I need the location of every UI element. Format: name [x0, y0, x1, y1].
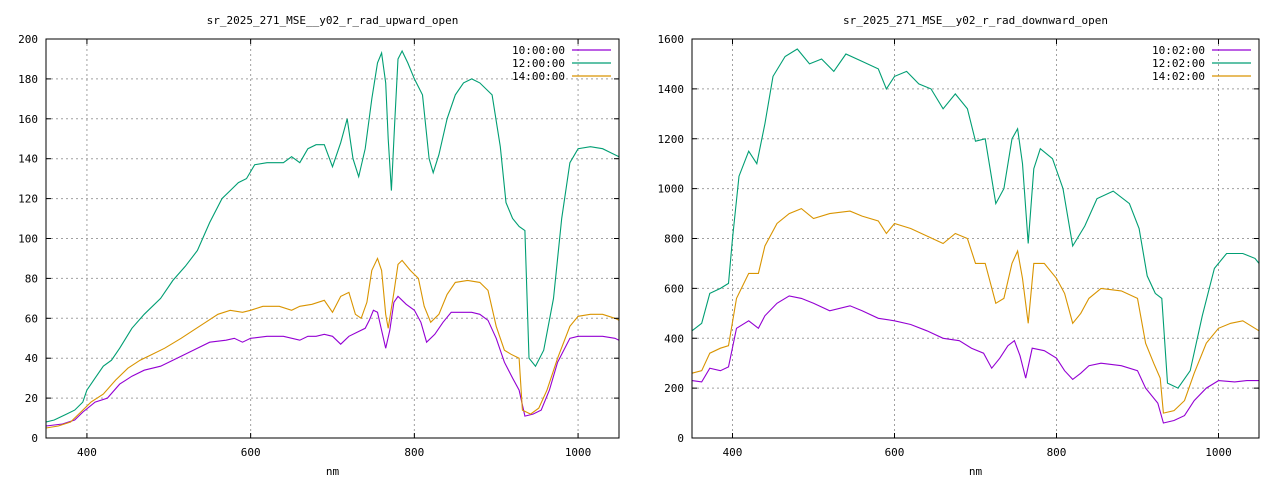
chart-title: sr_2025_271_MSE__y02_r_rad_upward_open — [207, 14, 459, 27]
y-tick-label: 0 — [677, 432, 684, 445]
y-tick-label: 200 — [664, 382, 684, 395]
x-tick-label: 800 — [1047, 446, 1067, 459]
x-tick-label: 400 — [77, 446, 97, 459]
x-tick-label: 600 — [885, 446, 905, 459]
x-axis-label: nm — [326, 465, 340, 478]
legend-label: 10:00:00 — [512, 44, 565, 57]
x-tick-label: 800 — [404, 446, 424, 459]
y-tick-label: 1400 — [658, 83, 685, 96]
x-tick-label: 1000 — [1205, 446, 1232, 459]
x-tick-label: 400 — [723, 446, 743, 459]
y-tick-label: 0 — [31, 432, 38, 445]
legend-label: 14:02:00 — [1152, 70, 1205, 83]
y-tick-label: 80 — [25, 272, 38, 285]
y-tick-label: 1600 — [658, 33, 685, 46]
series-line-140200 — [691, 207, 1260, 414]
chart-title: sr_2025_271_MSE__y02_r_rad_downward_open — [843, 14, 1108, 27]
y-tick-label: 200 — [18, 33, 38, 46]
y-tick-label: 800 — [664, 233, 684, 246]
legend-label: 10:02:00 — [1152, 44, 1205, 57]
legend-label: 12:00:00 — [512, 57, 565, 70]
y-tick-label: 1000 — [658, 183, 685, 196]
chart-panel-1: 0 20 40 60 80 100 120 140 160 180 200 400 600 800 1000… — [18, 14, 620, 478]
series-line-120200 — [691, 48, 1260, 389]
chart-panel-2: 0 200 400 600 800 1000 1200 1400 1600 400 600 800 10… — [658, 14, 1260, 478]
y-tick-label: 120 — [18, 193, 38, 206]
series-line-100000 — [45, 295, 620, 427]
y-tick-label: 1200 — [658, 133, 685, 146]
y-tick-label: 60 — [25, 312, 38, 325]
series-line-140000 — [45, 256, 620, 429]
y-tick-label: 20 — [25, 392, 38, 405]
y-tick-label: 400 — [664, 332, 684, 345]
series-line-100200 — [691, 295, 1259, 424]
y-tick-label: 100 — [18, 233, 38, 246]
y-tick-label: 40 — [25, 352, 38, 365]
y-tick-label: 180 — [18, 73, 38, 86]
legend-label: 14:00:00 — [512, 70, 565, 83]
y-tick-label: 140 — [18, 153, 38, 166]
y-tick-label: 160 — [18, 113, 38, 126]
legend-label: 12:02:00 — [1152, 57, 1205, 70]
x-tick-label: 600 — [241, 446, 261, 459]
series-line-120000 — [45, 49, 620, 423]
x-tick-label: 1000 — [565, 446, 592, 459]
x-axis-label: nm — [969, 465, 983, 478]
y-tick-label: 600 — [664, 282, 684, 295]
